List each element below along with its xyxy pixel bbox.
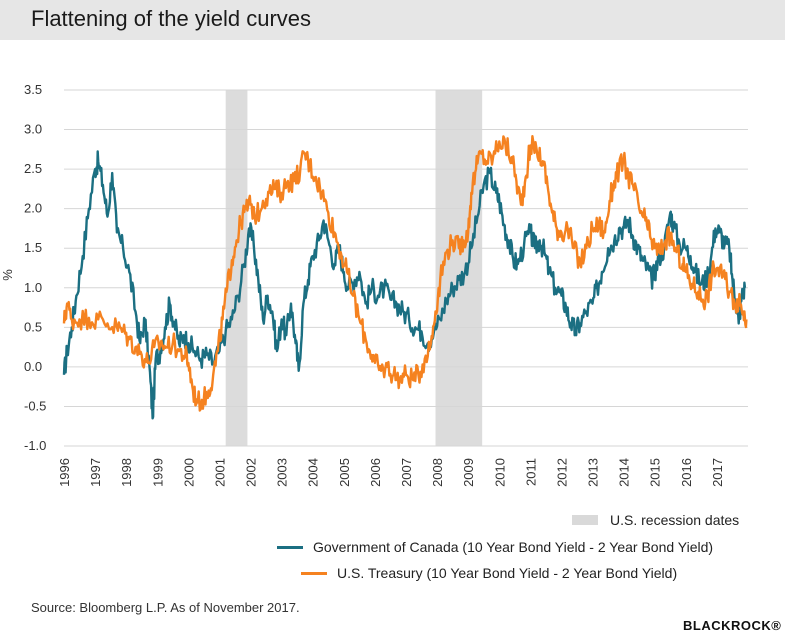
- x-tick-label: 2007: [399, 458, 414, 487]
- legend-item-us: U.S. Treasury (10 Year Bond Yield - 2 Ye…: [301, 565, 677, 581]
- chart-title: Flattening of the yield curves: [31, 6, 312, 31]
- blackrock-logo: BLACKROCK®: [683, 618, 782, 633]
- y-tick-label: 3.5: [24, 82, 42, 97]
- x-tick-label: 2008: [430, 458, 445, 487]
- y-tick-label: 1.0: [24, 280, 42, 295]
- x-tick-label: 2015: [648, 458, 663, 487]
- title-bar: Flattening of the yield curves: [0, 0, 785, 40]
- yield-curve-chart: 3.53.02.52.01.51.00.50.0-0.5-1.0 1996 199…: [0, 82, 748, 487]
- legend-item-recession: U.S. recession dates: [572, 512, 739, 528]
- y-tick-label: 2.5: [24, 161, 42, 176]
- y-tick-label: 0.0: [24, 359, 42, 374]
- y-tick-label: 2.0: [24, 201, 42, 216]
- y-tick-label: 3.0: [24, 122, 42, 137]
- legend-label-us: U.S. Treasury (10 Year Bond Yield - 2 Ye…: [337, 565, 678, 581]
- x-tick-label: 2002: [244, 458, 259, 487]
- legend-label-canada: Government of Canada (10 Year Bond Yield…: [313, 539, 714, 555]
- canada-swatch: [277, 545, 303, 549]
- x-tick-label: 2010: [492, 458, 507, 487]
- x-tick-label: 2006: [368, 458, 383, 487]
- x-tick-label: 2017: [710, 458, 725, 487]
- source-note: Source: Bloomberg L.P. As of November 20…: [31, 600, 300, 615]
- y-tick-label: 0.5: [24, 319, 42, 334]
- x-axis-ticks: 1996 1997 1998 1999 2000 2001 2002 2003 2004 2005…: [57, 458, 725, 487]
- recession-band-0: [225, 90, 248, 446]
- x-tick-label: 2016: [679, 458, 694, 487]
- y-tick-label: 1.5: [24, 240, 42, 255]
- y-axis-label: %: [0, 269, 15, 281]
- x-tick-label: 2003: [275, 458, 290, 487]
- x-tick-label: 1997: [88, 458, 103, 487]
- recession-swatch: [572, 515, 598, 525]
- us-series-line: [62, 135, 748, 412]
- x-tick-label: 2004: [306, 458, 321, 487]
- x-tick-label: 2000: [181, 458, 196, 487]
- y-tick-label: -0.5: [24, 398, 46, 413]
- x-tick-label: 2011: [523, 458, 538, 486]
- legend-label-recession: U.S. recession dates: [610, 512, 740, 528]
- x-tick-label: 2009: [461, 458, 476, 487]
- x-tick-label: 2005: [337, 458, 352, 487]
- y-axis-ticks: 3.5 3.0 2.5 2.0 1.5 1.0 0.5 0.0 -0.5 -1.0: [24, 82, 46, 453]
- recession-bands: [225, 90, 483, 446]
- x-tick-label: 2014: [617, 458, 632, 487]
- x-tick-label: 2012: [554, 458, 569, 487]
- x-tick-label: 1996: [57, 458, 72, 487]
- x-tick-label: 1998: [119, 458, 134, 487]
- y-tick-label: -1.0: [24, 438, 46, 453]
- us-swatch: [301, 571, 327, 575]
- x-tick-label: 2013: [586, 458, 601, 487]
- canada-series-line: [62, 150, 747, 420]
- legend-item-canada: Government of Canada (10 Year Bond Yield…: [277, 539, 713, 555]
- series-lines: [62, 135, 748, 420]
- x-tick-label: 2001: [212, 458, 227, 487]
- x-tick-label: 1999: [150, 458, 165, 487]
